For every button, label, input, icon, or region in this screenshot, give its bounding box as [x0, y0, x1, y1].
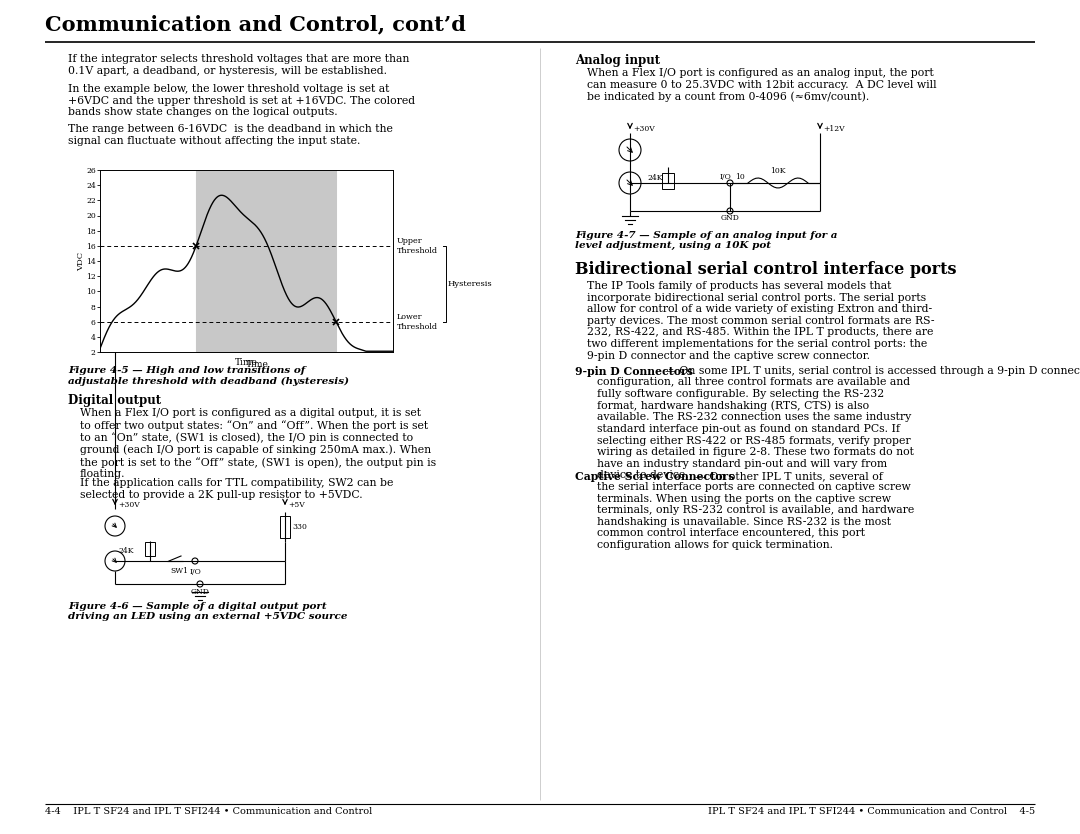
- Text: If the integrator selects threshold voltages that are more than
0.1V apart, a de: If the integrator selects threshold volt…: [68, 54, 409, 76]
- Text: GND: GND: [190, 588, 210, 596]
- Text: Lower
Threshold: Lower Threshold: [397, 313, 438, 330]
- Text: +30V: +30V: [633, 125, 654, 133]
- Text: When a Flex I/O port is configured as a digital output, it is set
to offer two o: When a Flex I/O port is configured as a …: [80, 408, 436, 480]
- Text: Figure 4-5 — High and low transitions of
adjustable threshold with deadband (hys: Figure 4-5 — High and low transitions of…: [68, 366, 349, 385]
- Text: 4-4    IPL T SF24 and IPL T SFI244 • Communication and Control: 4-4 IPL T SF24 and IPL T SFI244 • Commun…: [45, 807, 373, 816]
- Text: The range between 6-16VDC  is the deadband in which the
signal can fluctuate wit: The range between 6-16VDC is the deadban…: [68, 124, 393, 146]
- Text: GND: GND: [720, 214, 740, 222]
- Text: When a Flex I/O port is configured as an analog input, the port
can measure 0 to: When a Flex I/O port is configured as an…: [588, 68, 936, 102]
- Text: Upper
Threshold: Upper Threshold: [397, 237, 438, 254]
- Text: — On other IPL T units, several of: — On other IPL T units, several of: [696, 471, 882, 481]
- Text: the serial interface ports are connected on captive screw
terminals. When using : the serial interface ports are connected…: [597, 482, 915, 550]
- Text: High: High: [145, 183, 165, 191]
- Text: Low: Low: [147, 173, 165, 181]
- Text: If the application calls for TTL compatibility, SW2 can be
selected to provide a: If the application calls for TTL compati…: [80, 478, 393, 500]
- Bar: [168, 174, 179, 181]
- Text: Captive Screw Connectors: Captive Screw Connectors: [575, 471, 739, 482]
- Text: SW1: SW1: [170, 567, 188, 575]
- Text: I/O: I/O: [720, 173, 732, 181]
- Text: configuration, all three control formats are available and
fully software config: configuration, all three control formats…: [597, 377, 914, 480]
- Text: Figure 4-6 — Sample of a digital output port
driving an LED using an external +5: Figure 4-6 — Sample of a digital output …: [68, 602, 348, 621]
- Text: Hysteresis: Hysteresis: [448, 279, 492, 288]
- Text: — On some IPL T units, serial control is accessed through a 9-pin D connector. I: — On some IPL T units, serial control is…: [665, 366, 1080, 376]
- Text: +5V: +5V: [288, 501, 305, 509]
- Text: Digital output: Digital output: [68, 394, 161, 407]
- Text: +12V: +12V: [823, 125, 845, 133]
- Text: I/O: I/O: [189, 568, 201, 576]
- Bar: [145, 542, 156, 556]
- Text: Time: Time: [235, 358, 258, 367]
- Y-axis label: VDC: VDC: [77, 251, 84, 270]
- Text: Analog input: Analog input: [575, 54, 660, 67]
- Text: 24K: 24K: [648, 174, 663, 182]
- Text: 24K: 24K: [119, 547, 134, 555]
- Text: +30V: +30V: [118, 501, 139, 509]
- Text: Communication and Control, cont’d: Communication and Control, cont’d: [45, 14, 465, 34]
- Text: Bidirectional serial control interface ports: Bidirectional serial control interface p…: [575, 261, 957, 278]
- Bar: [280, 516, 291, 538]
- Text: The IP Tools family of products has several models that
incorporate bidirectiona: The IP Tools family of products has seve…: [588, 281, 934, 360]
- Text: 10K: 10K: [770, 167, 786, 175]
- Text: In the example below, the lower threshold voltage is set at
+6VDC and the upper : In the example below, the lower threshol…: [68, 84, 415, 118]
- Bar: [168, 185, 179, 192]
- Text: 330: 330: [292, 523, 307, 531]
- Text: 10: 10: [735, 173, 745, 181]
- Text: 9-pin D Connectors: 9-pin D Connectors: [575, 366, 697, 377]
- Text: IPL T SF24 and IPL T SFI244 • Communication and Control    4-5: IPL T SF24 and IPL T SFI244 • Communicat…: [707, 807, 1035, 816]
- Text: Time: Time: [246, 360, 269, 369]
- Bar: [662, 173, 674, 189]
- Text: Figure 4-7 — Sample of an analog input for a
level adjustment, using a 10K pot: Figure 4-7 — Sample of an analog input f…: [575, 231, 837, 250]
